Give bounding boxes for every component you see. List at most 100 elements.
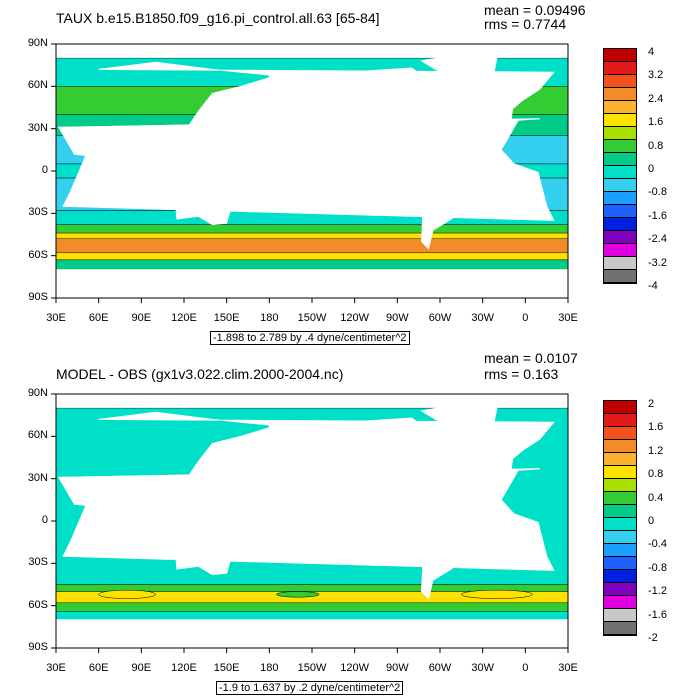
- colorbar-tick-label: 0: [648, 163, 655, 175]
- rms-value: rms = 0.7744: [484, 16, 567, 32]
- lon-tick-label: 90E: [131, 312, 152, 324]
- contour-band: [56, 224, 568, 234]
- colorbar-tick-label: -0.8: [648, 561, 667, 574]
- colorbar-swatch: [604, 583, 636, 596]
- colorbar-swatch: [604, 544, 636, 557]
- contour-band: [56, 611, 568, 620]
- lon-tick-label: 180: [260, 662, 279, 674]
- colorbar-tick-label: -1.2: [648, 585, 667, 598]
- lon-tick-label: 90W: [386, 312, 409, 324]
- colorbar-swatch: [604, 179, 636, 192]
- colorbar-tick-label: 2: [648, 398, 655, 410]
- lon-tick-label: 150W: [297, 312, 327, 324]
- lon-tick-label: 0: [522, 312, 529, 324]
- lat-tick-label: 60S: [28, 598, 48, 611]
- contour-range-label: -1.9 to 1.637 by .2 dyne/centimeter^2: [216, 681, 404, 695]
- land-mask: [409, 506, 477, 600]
- lon-tick-label: 150W: [297, 662, 327, 674]
- colorbar-tick-label: -2.4: [648, 233, 667, 246]
- lat-tick-label: 60N: [27, 79, 48, 92]
- lon-tick-label: 120W: [340, 312, 370, 324]
- contour-band: [56, 602, 568, 612]
- lat-tick-label: 30N: [27, 471, 48, 484]
- colorbar-swatch: [604, 270, 636, 283]
- colorbar-swatch: [604, 453, 636, 466]
- colorbar-swatch: [604, 257, 636, 270]
- colorbar-swatch: [604, 414, 636, 427]
- colorbar-swatch: [604, 609, 636, 622]
- lon-tick-label: 60W: [428, 312, 452, 324]
- colorbar-swatch: [604, 88, 636, 101]
- colorbar-tick-label: 1.6: [648, 116, 664, 129]
- colorbar-swatch: [604, 244, 636, 257]
- panel-title: TAUX b.e15.B1850.f09_g16.pi_control.all.…: [56, 10, 380, 26]
- lon-tick-label: 60W: [428, 662, 452, 674]
- lat-tick-label: 90S: [28, 291, 48, 303]
- colorbar-tick-label: 2.4: [648, 92, 664, 105]
- colorbar-swatch: [604, 127, 636, 140]
- lon-tick-label: 30E: [558, 312, 578, 324]
- lat-tick-label: 0: [41, 164, 48, 176]
- lon-tick-label: 120E: [171, 662, 197, 674]
- lon-tick-label: 30W: [471, 662, 494, 674]
- colorbar-swatch: [604, 570, 636, 583]
- lat-tick-label: 60S: [28, 248, 48, 261]
- lon-tick-label: 60E: [88, 662, 109, 674]
- lon-tick-label: 180: [260, 312, 279, 324]
- map-plot: [51, 43, 569, 303]
- colorbar-swatch: [604, 62, 636, 75]
- land-mask: [409, 156, 477, 250]
- land-mask: [56, 269, 568, 298]
- panel-model-obs: MODEL - OBS (gx1v3.022.clim.2000-2004.nc…: [0, 350, 700, 700]
- colorbar-swatch: [604, 140, 636, 153]
- land-mask: [420, 403, 498, 437]
- contour-band: [56, 238, 568, 254]
- colorbar-swatch: [604, 231, 636, 244]
- colorbar-swatch: [604, 440, 636, 453]
- colorbar-swatch: [604, 401, 636, 414]
- colorbar-tick-label: -2: [648, 632, 658, 644]
- land-mask: [285, 417, 448, 511]
- lon-tick-label: 150E: [213, 662, 240, 674]
- land-mask: [174, 185, 232, 226]
- colorbar-tick-label: -1.6: [648, 209, 667, 222]
- colorbar-swatch: [604, 218, 636, 231]
- contour-band: [56, 259, 568, 270]
- contour-feature: [276, 591, 320, 598]
- lon-tick-label: 120W: [340, 662, 370, 674]
- lon-tick-label: 60E: [88, 312, 109, 324]
- lat-tick-label: 30N: [27, 121, 48, 134]
- lon-tick-label: 30E: [558, 662, 578, 674]
- lon-tick-label: 150E: [213, 312, 240, 324]
- colorbar-tick-label: 0.8: [648, 139, 664, 152]
- rms-value: rms = 0.163: [484, 366, 559, 382]
- lat-tick-label: 90N: [27, 387, 48, 399]
- lon-tick-label: 30E: [46, 662, 66, 674]
- land-mask: [420, 53, 498, 87]
- colorbar-swatch: [604, 101, 636, 114]
- panel-title: MODEL - OBS (gx1v3.022.clim.2000-2004.nc…: [56, 366, 344, 382]
- contour-band: [56, 252, 568, 261]
- colorbar-tick-label: 0: [648, 515, 655, 527]
- colorbar-swatch: [604, 427, 636, 440]
- contour-band: [56, 232, 568, 239]
- colorbar-swatch: [604, 192, 636, 205]
- lat-tick-label: 30S: [28, 206, 48, 219]
- colorbar-tick-label: 1.6: [648, 421, 664, 434]
- colorbar-swatch: [604, 466, 636, 479]
- colorbar-tick-label: -0.8: [648, 186, 667, 199]
- colorbar-tick-label: 1.2: [648, 444, 664, 457]
- lon-tick-label: 120E: [171, 312, 197, 324]
- lon-tick-label: 90E: [131, 662, 152, 674]
- colorbar-swatch: [604, 479, 636, 492]
- lat-tick-label: 0: [41, 514, 48, 526]
- colorbar-swatch: [604, 505, 636, 518]
- colorbar-tick-label: -1.6: [648, 608, 667, 621]
- colorbar-swatch: [604, 531, 636, 544]
- colorbar-tick-label: 0.4: [648, 491, 664, 504]
- mean-value: mean = 0.0107: [484, 350, 578, 366]
- lat-tick-label: 90N: [27, 37, 48, 49]
- colorbar-tick-label: -4: [648, 280, 658, 292]
- colorbar-tick-label: -3.2: [648, 256, 667, 269]
- colorbar-swatch: [604, 492, 636, 505]
